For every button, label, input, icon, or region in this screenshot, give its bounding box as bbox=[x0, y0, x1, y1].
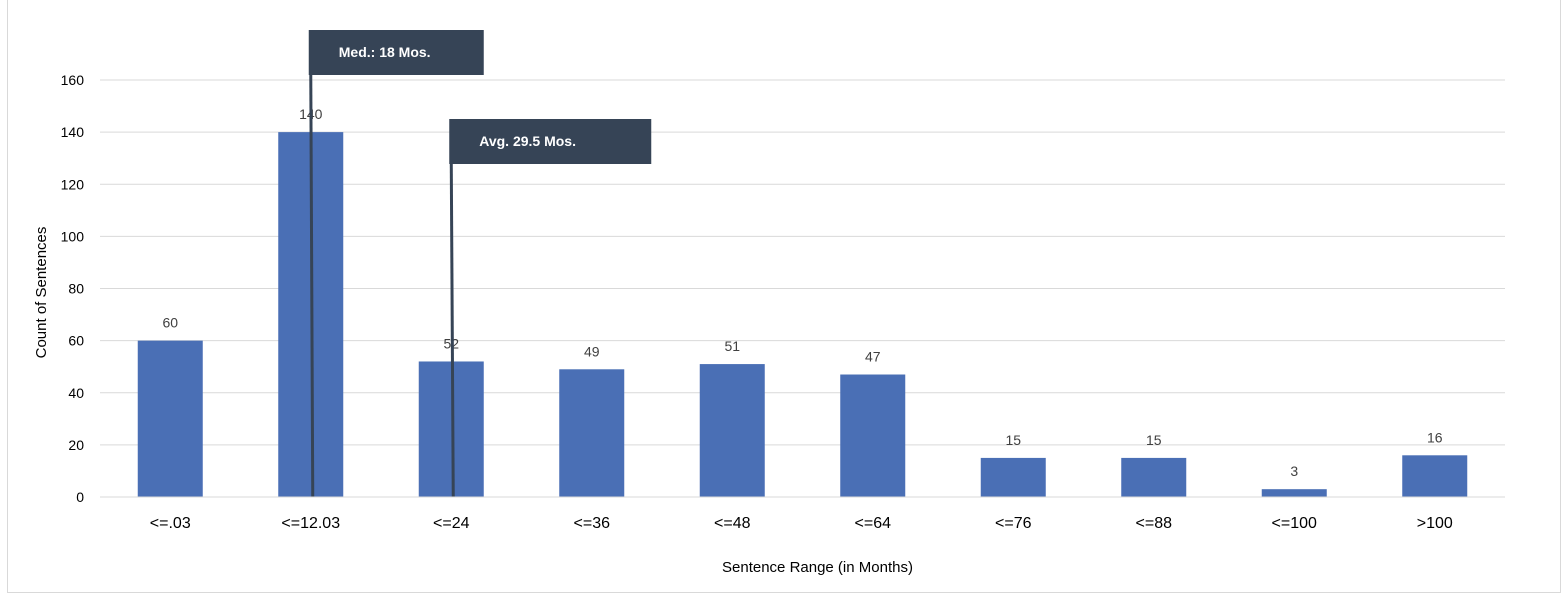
y-tick-label: 100 bbox=[61, 228, 85, 244]
x-category-label: <=36 bbox=[574, 515, 611, 532]
x-category-label: <=.03 bbox=[150, 515, 191, 532]
bar bbox=[137, 340, 203, 497]
y-tick-label: 140 bbox=[61, 124, 85, 140]
annotations: Med.: 18 Mos. Avg. 29.5 Mos. bbox=[308, 30, 652, 498]
bars bbox=[137, 132, 1468, 497]
y-tick-label: 80 bbox=[68, 281, 84, 297]
bar bbox=[840, 374, 906, 497]
x-category-label: <=76 bbox=[995, 515, 1032, 532]
y-tick-label: 0 bbox=[76, 489, 84, 505]
annotation-box bbox=[308, 30, 484, 75]
x-category-label: <=88 bbox=[1136, 515, 1173, 532]
annotation-label: Avg. 29.5 Mos. bbox=[479, 133, 576, 149]
data-label: 47 bbox=[865, 349, 881, 365]
x-category-label: >100 bbox=[1417, 515, 1453, 532]
bar bbox=[1261, 489, 1327, 497]
data-label: 15 bbox=[1146, 432, 1162, 448]
data-label: 60 bbox=[162, 315, 178, 331]
x-category-label: <=100 bbox=[1272, 515, 1317, 532]
data-label: 49 bbox=[584, 343, 600, 359]
bar bbox=[1402, 455, 1468, 497]
y-tick-label: 120 bbox=[61, 176, 85, 192]
data-label: 15 bbox=[1005, 432, 1021, 448]
annotation-box bbox=[449, 119, 652, 164]
x-axis-categories: <=.03 <=12.03 <=24 <=36 <=48 <=64 <=76 <=88 <=10… bbox=[150, 515, 1453, 532]
bar bbox=[559, 369, 625, 497]
x-category-label: <=48 bbox=[714, 515, 751, 532]
y-tick-label: 20 bbox=[68, 437, 84, 453]
x-category-label: <=24 bbox=[433, 515, 470, 532]
data-label: 51 bbox=[724, 338, 740, 354]
y-axis-ticks: 0 20 40 60 80 100 120 140 160 bbox=[61, 72, 85, 505]
y-tick-label: 60 bbox=[68, 333, 84, 349]
y-axis-title: Count of Sentences bbox=[33, 227, 50, 359]
x-category-label: <=64 bbox=[855, 515, 892, 532]
bar bbox=[1121, 457, 1187, 497]
data-label: 16 bbox=[1427, 429, 1443, 445]
data-label: 3 bbox=[1290, 463, 1298, 479]
annotation-label: Med.: 18 Mos. bbox=[339, 44, 431, 60]
bar bbox=[699, 364, 765, 497]
x-axis-title: Sentence Range (in Months) bbox=[722, 559, 913, 576]
annotation-line bbox=[309, 70, 315, 498]
bar bbox=[980, 457, 1046, 497]
x-category-label: <=12.03 bbox=[281, 515, 340, 532]
y-tick-label: 160 bbox=[61, 72, 85, 88]
data-labels: 60140524951471515316 bbox=[162, 106, 1442, 479]
chart-frame bbox=[7, 0, 1561, 593]
y-tick-label: 40 bbox=[68, 385, 84, 401]
annotation-line bbox=[449, 159, 455, 498]
